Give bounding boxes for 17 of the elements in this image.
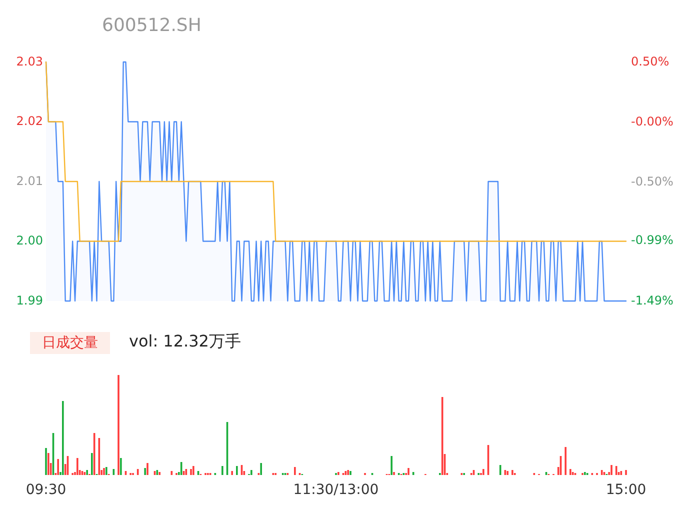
line-series	[45, 61, 627, 242]
x-tick-label: 09:30	[26, 482, 66, 498]
y2-tick-label: -1.49%	[631, 293, 674, 308]
y-tick-label: 2.01	[16, 174, 43, 188]
y2-tick-label: -0.99%	[631, 233, 674, 248]
y-tick-label: 1.99	[16, 293, 43, 308]
y-tick-label: 2.02	[16, 114, 43, 128]
chart-subtitle: vol: 12.32万手	[129, 331, 241, 350]
y2-tick-label: 0.50%	[631, 54, 670, 68]
y2-tick-label: -0.00%	[631, 114, 674, 128]
y-tick-label: 2.03	[16, 54, 43, 68]
chart-title: 600512.SH	[102, 14, 202, 36]
chart-title: 日成交量	[42, 334, 98, 351]
y2-tick-label: -0.50%	[631, 174, 674, 188]
x-tick-label: 11:30/13:00	[293, 482, 379, 498]
x-tick-label: 15:00	[606, 482, 646, 498]
y-tick-label: 2.00	[16, 234, 43, 248]
